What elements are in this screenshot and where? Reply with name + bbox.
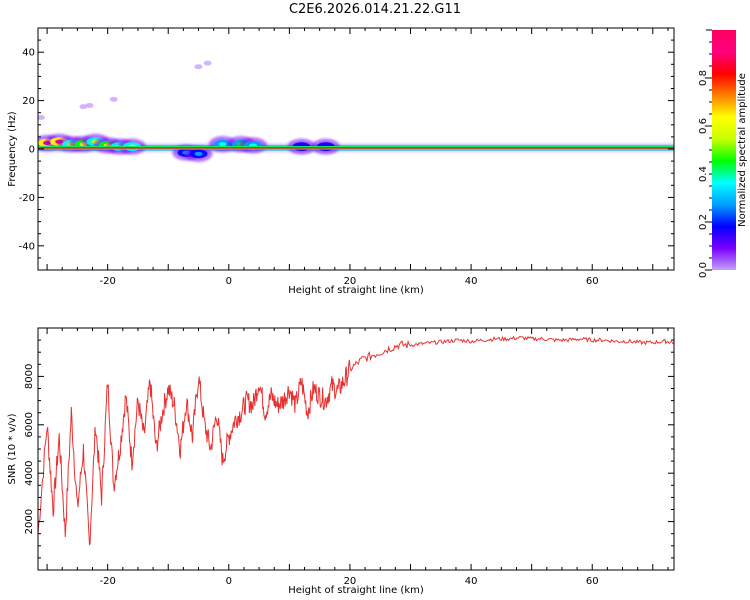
y-tick-label: 2000 bbox=[24, 509, 35, 534]
spectrogram-panel: -20 0 20 40 60 -40 -20 0 20 40 Height of straight… bbox=[7, 27, 675, 296]
colorbar-ticks: 0.0 0.2 0.4 0.6 0.8 bbox=[698, 29, 712, 278]
faint-spectral-point bbox=[38, 115, 46, 121]
y-tick-label: 4000 bbox=[24, 460, 35, 485]
colorbar-tick-label: 0.6 bbox=[698, 118, 709, 134]
colorbar-tick-label: 0.4 bbox=[698, 166, 709, 182]
ridge-core bbox=[38, 146, 674, 149]
y-tick-label: 6000 bbox=[24, 412, 35, 437]
faint-spectral-point bbox=[109, 96, 118, 102]
x-tick-label: 20 bbox=[344, 576, 357, 587]
y-tick-label: 20 bbox=[22, 96, 35, 107]
colorbar-tick-label: 0.2 bbox=[698, 214, 709, 230]
x-tick-label: 0 bbox=[226, 576, 232, 587]
y-tick-label: 40 bbox=[22, 48, 35, 59]
snr-plot-area bbox=[38, 328, 674, 570]
y-tick-label: 0 bbox=[29, 145, 35, 156]
faint-spectral-point bbox=[85, 102, 94, 108]
colorbar-tick-label: 0.0 bbox=[698, 262, 709, 278]
colorbar-tick-label: 0.8 bbox=[698, 70, 709, 86]
spectrogram-ticks: -20 0 20 40 60 -40 -20 0 20 40 bbox=[19, 27, 674, 287]
faint-spectral-point bbox=[79, 104, 88, 110]
spectrogram-content bbox=[38, 60, 674, 162]
amplitude-blob-core bbox=[194, 151, 203, 156]
spectrogram-y-axis-label: Frequency (Hz) bbox=[7, 111, 18, 187]
faint-spectral-point bbox=[194, 64, 203, 70]
colorbar-label: Normalized spectral amplitude bbox=[737, 73, 748, 227]
x-tick-label: 40 bbox=[465, 276, 478, 287]
x-tick-label: 0 bbox=[226, 276, 232, 287]
snr-ticks: -20 0 20 40 60 2000 4000 6000 8000 bbox=[24, 327, 674, 587]
colorbar-bar bbox=[712, 30, 736, 270]
snr-series-line bbox=[38, 335, 674, 546]
x-tick-label: 60 bbox=[586, 276, 599, 287]
spectrogram-x-axis-label: Height of straight line (km) bbox=[288, 285, 424, 296]
x-tick-label: -20 bbox=[99, 576, 115, 587]
amplitude-blob-core bbox=[218, 142, 227, 147]
x-tick-label: 40 bbox=[465, 576, 478, 587]
snr-x-axis-label: Height of straight line (km) bbox=[288, 585, 424, 596]
figure-title: C2E6.2026.014.21.22.G11 bbox=[288, 2, 462, 17]
x-tick-label: 20 bbox=[344, 276, 357, 287]
snr-y-axis-label: SNR (10 * v/v) bbox=[7, 413, 18, 484]
snr-panel: -20 0 20 40 60 2000 4000 6000 8000 Height of str… bbox=[7, 327, 675, 596]
faint-spectral-point bbox=[203, 60, 212, 66]
snr-content bbox=[38, 335, 674, 546]
y-tick-label: -40 bbox=[19, 241, 35, 252]
colorbar: 0.0 0.2 0.4 0.6 0.8 Normalized spectral ampl… bbox=[698, 29, 748, 278]
y-tick-label: -20 bbox=[19, 193, 35, 204]
x-tick-label: -20 bbox=[99, 276, 115, 287]
x-tick-label: 60 bbox=[586, 576, 599, 587]
y-tick-label: 8000 bbox=[24, 364, 35, 389]
